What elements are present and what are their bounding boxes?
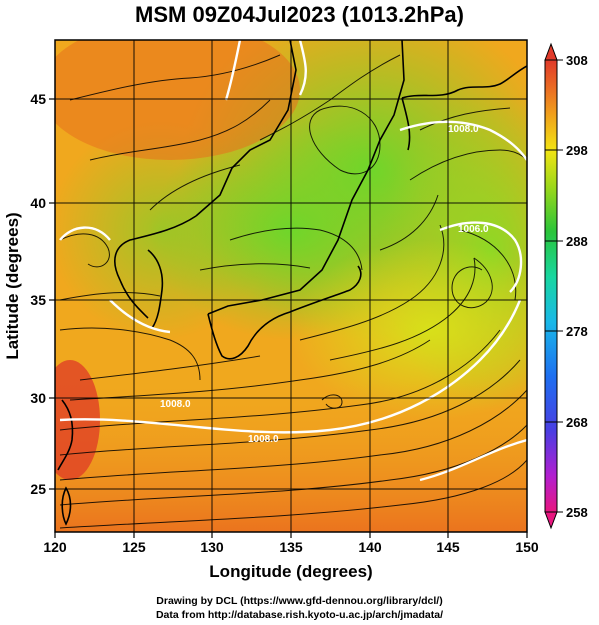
x-tick-label: 120 xyxy=(43,539,67,555)
colorbar-tick-label: 288 xyxy=(566,234,588,249)
x-tick-label: 140 xyxy=(358,539,382,555)
credit-data-source: Data from http://database.rish.kyoto-u.a… xyxy=(155,609,444,621)
credit-drawing: Drawing by DCL (https://www.gfd-dennou.o… xyxy=(156,595,443,607)
x-tick-label: 145 xyxy=(436,539,460,555)
y-tick-label: 25 xyxy=(30,481,46,497)
temperature-field xyxy=(55,40,527,532)
colorbar-top-arrow xyxy=(544,42,558,61)
wind-streamlines xyxy=(59,54,527,529)
contour-label: 1008.0 xyxy=(248,434,279,445)
y-tick-label: 40 xyxy=(30,195,46,211)
lat-lon-grid xyxy=(55,40,527,532)
contour-label: 1006.0 xyxy=(458,224,489,235)
coastlines xyxy=(57,40,527,526)
x-axis-label: Longitude (degrees) xyxy=(209,562,372,581)
colorbar: 308 298 288 278 268 258 xyxy=(544,42,588,530)
y-tick-label: 30 xyxy=(30,390,46,406)
x-tick-labels: 120 125 130 135 140 145 150 xyxy=(43,539,539,555)
y-tick-label: 45 xyxy=(30,91,46,107)
y-tick-labels: 45 40 35 30 25 xyxy=(30,91,46,497)
colorbar-tick-label: 268 xyxy=(566,415,588,430)
isobar-contours xyxy=(59,40,527,482)
y-axis-label: Latitude (degrees) xyxy=(3,212,22,359)
contour-label: 1008.0 xyxy=(160,399,191,410)
colorbar-gradient xyxy=(544,59,558,513)
colorbar-tick-label: 278 xyxy=(566,324,588,339)
x-tick-label: 130 xyxy=(200,539,224,555)
map-title: MSM 09Z04Jul2023 (1013.2hPa) xyxy=(135,2,464,27)
colorbar-tick-label: 258 xyxy=(566,505,588,520)
colorbar-tick-label: 298 xyxy=(566,143,588,158)
x-tick-label: 135 xyxy=(279,539,303,555)
contour-labels: 1008.0 1008.0 1008.0 1006.0 xyxy=(160,124,489,445)
axis-ticks xyxy=(49,98,528,538)
y-tick-label: 35 xyxy=(30,292,46,308)
colorbar-bottom-arrow xyxy=(544,511,558,530)
x-tick-label: 125 xyxy=(122,539,146,555)
colorbar-tick-label: 308 xyxy=(566,53,588,68)
credits: Drawing by DCL (https://www.gfd-dennou.o… xyxy=(0,594,599,622)
contour-label: 1008.0 xyxy=(448,124,479,135)
x-tick-label: 150 xyxy=(515,539,539,555)
